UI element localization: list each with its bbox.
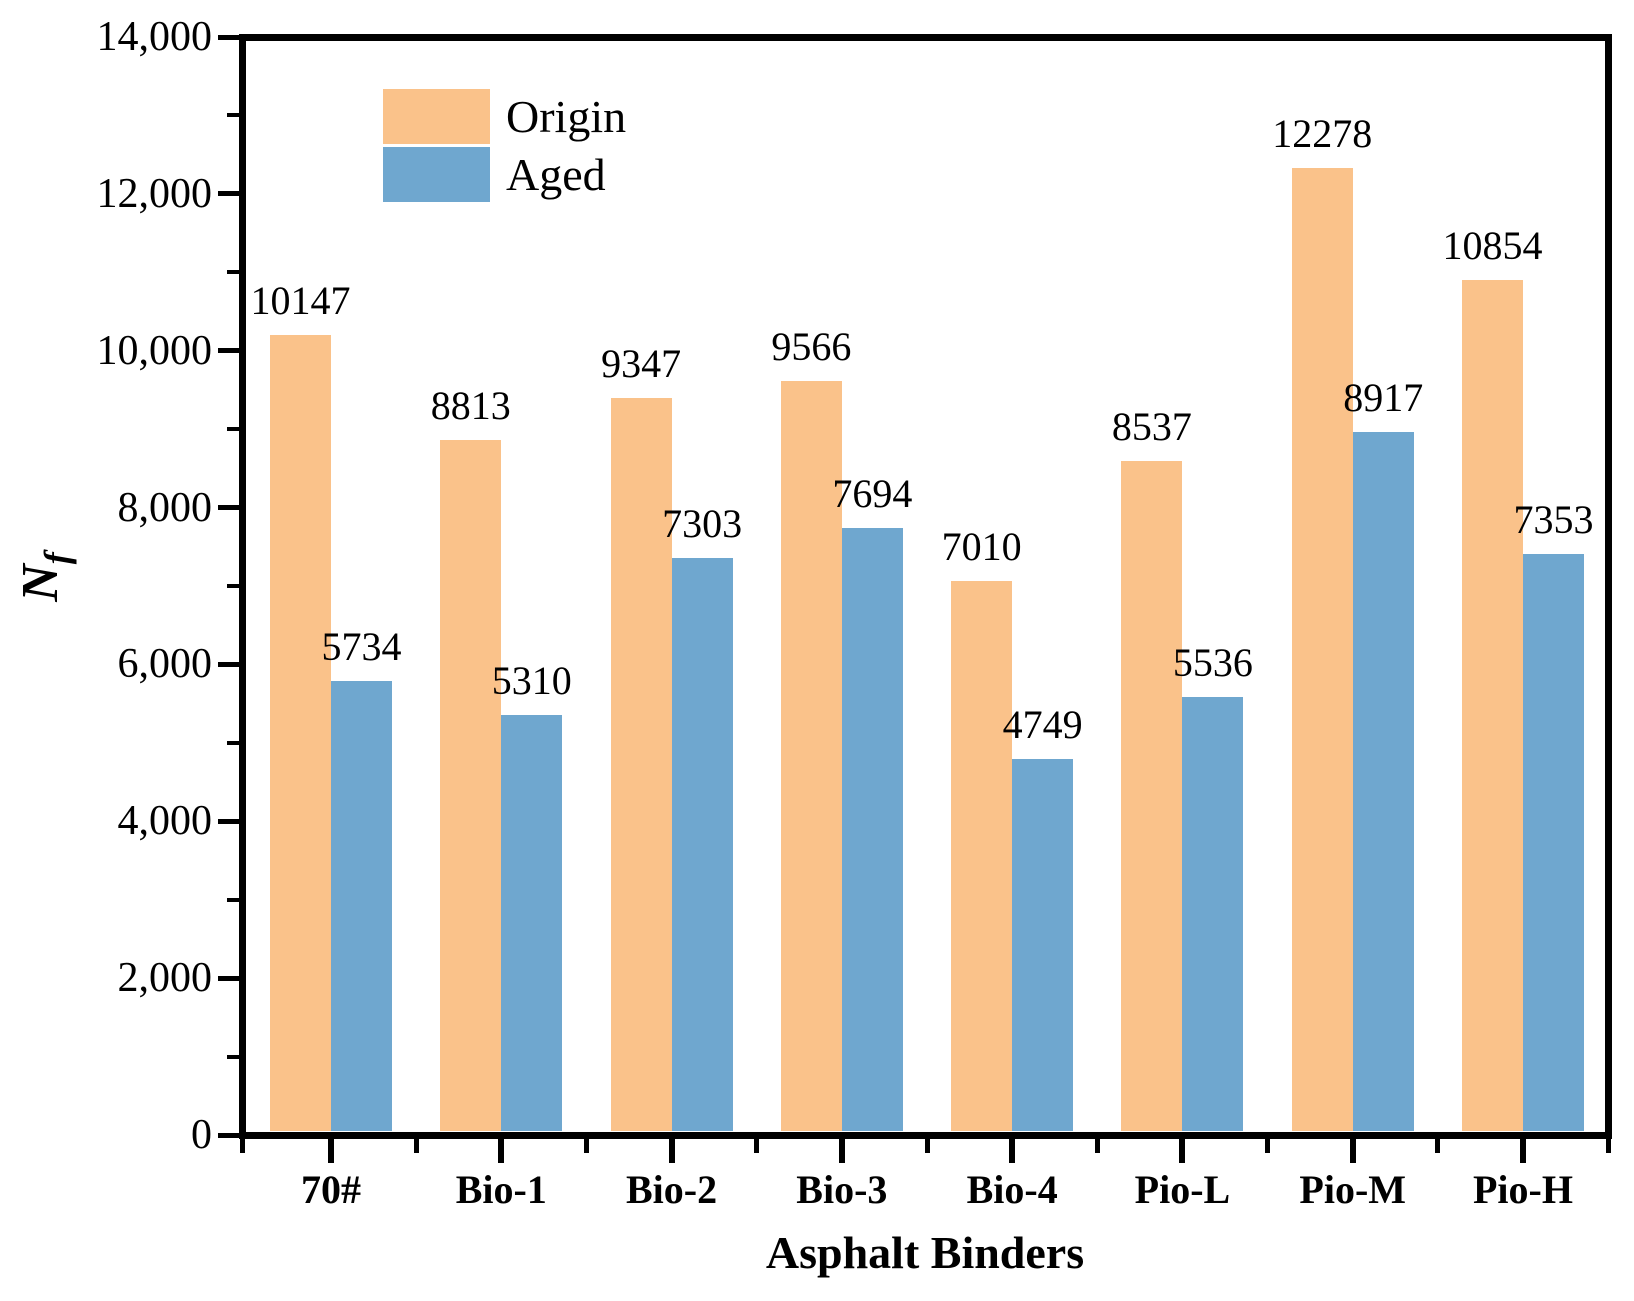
y-major-tick (218, 1132, 246, 1138)
x-tick-label-Bio-1: Bio-1 (455, 1167, 547, 1212)
y-minor-tick (227, 113, 246, 118)
x-major-tick (1009, 1138, 1016, 1163)
x-tick-label-Bio-3: Bio-3 (796, 1167, 888, 1212)
bar-value-label-aged-Pio-H: 7353 (1513, 497, 1594, 542)
x-tick-label-Bio-4: Bio-4 (966, 1167, 1058, 1212)
x-minor-tick (1094, 1138, 1100, 1153)
x-tick-label-Pio-L: Pio-L (1134, 1167, 1231, 1212)
bar-origin-Bio-2 (610, 398, 672, 1131)
bar-value-label-aged-70#: 5734 (321, 624, 402, 669)
bar-aged-70# (331, 681, 392, 1131)
bar-origin-Bio-1 (440, 440, 502, 1131)
x-minor-tick (1605, 1138, 1611, 1153)
x-major-tick (328, 1138, 334, 1163)
bar-origin-70# (270, 335, 331, 1131)
bar-value-label-origin-Pio-M: 12278 (1272, 111, 1373, 156)
x-tick-label-Pio-M: Pio-M (1299, 1167, 1407, 1212)
bar-value-label-aged-Bio-4: 4749 (1002, 702, 1083, 747)
y-minor-tick (227, 740, 246, 745)
bar-origin-Bio-3 (780, 381, 842, 1131)
x-minor-tick (754, 1138, 760, 1153)
bar-aged-Bio-4 (1012, 759, 1074, 1131)
bar-value-label-aged-Bio-2: 7303 (662, 501, 743, 546)
legend-item-origin: Origin (383, 89, 626, 144)
y-tick-label: 14,000 (96, 14, 213, 60)
bar-value-label-origin-Bio-2: 9347 (601, 341, 682, 386)
x-tick-label-Bio-2: Bio-2 (626, 1167, 718, 1212)
x-minor-tick (924, 1138, 930, 1153)
bar-aged-Pio-M (1352, 432, 1414, 1131)
bar-aged-Bio-3 (841, 528, 903, 1131)
bar-aged-Pio-L (1182, 697, 1244, 1131)
y-major-tick (218, 818, 246, 824)
y-tick-label: 4,000 (117, 798, 213, 845)
y-major-tick (218, 505, 246, 511)
bar-value-label-origin-Pio-H: 10854 (1442, 223, 1543, 268)
y-tick-label: 10,000 (96, 327, 213, 374)
bar-aged-Bio-1 (501, 715, 563, 1131)
x-axis-title: Asphalt Binders (765, 1227, 1085, 1278)
bar-value-label-origin-70#: 10147 (250, 278, 351, 323)
y-tick-label: 12,000 (96, 170, 213, 217)
bar-value-label-origin-Bio-3: 9566 (771, 324, 852, 369)
x-major-tick (838, 1138, 845, 1163)
y-axis-title: Nf (11, 377, 77, 777)
bar-origin-Pio-L (1121, 461, 1183, 1131)
bar-origin-Pio-M (1291, 168, 1353, 1131)
y-major-tick (218, 661, 246, 667)
bar-value-label-origin-Bio-4: 7010 (941, 524, 1022, 569)
legend-swatch-origin (383, 89, 490, 144)
x-major-tick (1349, 1138, 1356, 1163)
x-minor-tick (413, 1138, 419, 1153)
y-minor-tick (227, 1054, 246, 1059)
y-major-tick (218, 191, 246, 197)
x-major-tick (498, 1138, 505, 1163)
x-minor-tick (1265, 1138, 1271, 1153)
x-tick-label-70#: 70# (301, 1167, 361, 1212)
bar-value-label-origin-Bio-1: 8813 (430, 383, 511, 428)
x-major-tick (1520, 1138, 1526, 1163)
bar-value-label-aged-Pio-L: 5536 (1172, 640, 1253, 685)
x-major-tick (1179, 1138, 1186, 1163)
x-minor-tick (1435, 1138, 1441, 1153)
bar-aged-Bio-2 (671, 558, 733, 1131)
x-minor-tick (583, 1138, 589, 1153)
legend-item-aged: Aged (383, 147, 626, 202)
y-tick-label: 2,000 (117, 955, 213, 1002)
y-major-tick (218, 34, 246, 40)
y-tick-label: 6,000 (117, 641, 213, 688)
legend-swatch-aged (383, 147, 490, 202)
y-axis-title-main: N (12, 564, 69, 602)
x-major-tick (668, 1138, 675, 1163)
bar-value-label-aged-Bio-3: 7694 (832, 471, 913, 516)
bar-value-label-aged-Bio-1: 5310 (491, 658, 572, 703)
x-tick-label-Pio-H: Pio-H (1473, 1167, 1573, 1212)
y-minor-tick (227, 427, 246, 432)
y-minor-tick (227, 270, 246, 275)
y-tick-label: 8,000 (117, 484, 213, 531)
legend: Origin Aged (383, 89, 626, 202)
bar-origin-Bio-4 (951, 581, 1013, 1131)
x-minor-tick (239, 1138, 245, 1153)
bar-value-label-origin-Pio-L: 8537 (1111, 404, 1192, 449)
y-tick-label: 0 (191, 1112, 212, 1158)
legend-label-aged: Aged (506, 149, 606, 200)
y-minor-tick (227, 897, 246, 902)
bar-value-label-aged-Pio-M: 8917 (1343, 375, 1424, 420)
y-major-tick (218, 348, 246, 354)
legend-label-origin: Origin (506, 91, 627, 142)
bar-origin-Pio-H (1462, 280, 1523, 1131)
y-axis-title-subscript: f (37, 552, 77, 565)
bar-aged-Pio-H (1523, 554, 1584, 1131)
y-minor-tick (227, 584, 246, 588)
y-major-tick (218, 975, 246, 981)
